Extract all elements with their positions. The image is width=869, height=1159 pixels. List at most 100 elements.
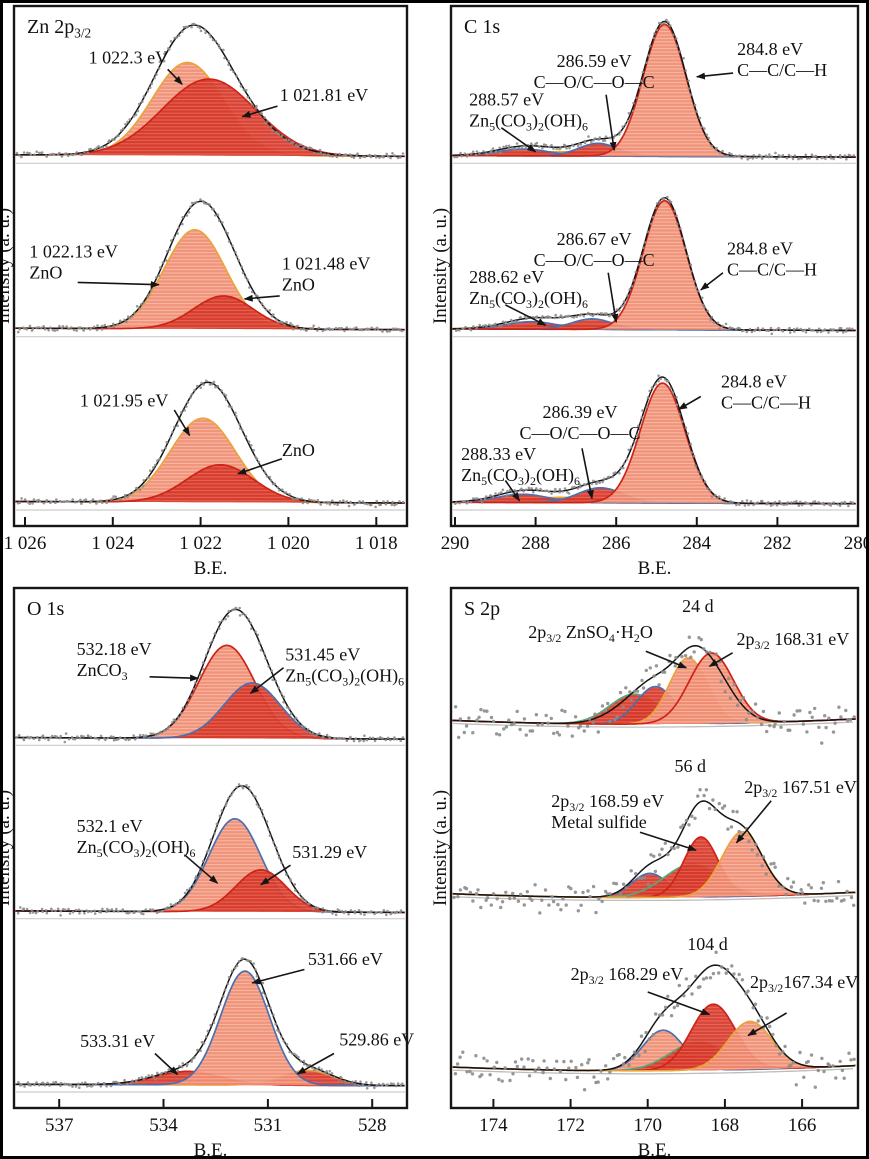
panel-s2p: 24 d 2p3/2 ZnSO4·H2O 2p3/2 168.31 eV 56 d 2p… — [430, 586, 860, 1159]
annotation-text: Zn5(CO3)2(OH)6 — [285, 665, 404, 688]
x-tick-label: 286 — [602, 533, 631, 554]
x-tick-label: 531 — [254, 1115, 283, 1136]
fit-component-fill-yellow — [15, 418, 406, 503]
annotation-text: C—C/C—H — [727, 260, 817, 280]
panel-border — [449, 4, 860, 528]
annotation-text: 104 d — [687, 934, 728, 954]
annotation-text: 532.18 eV — [77, 639, 152, 659]
fit-component-fill-red — [15, 79, 406, 157]
annotation-text: 2p3/2167.34 eV — [750, 972, 858, 995]
annotation-arrow — [678, 395, 702, 410]
x-tick-label: 528 — [358, 1115, 387, 1136]
fit-component-fill-green — [452, 1041, 857, 1071]
annotation-arrow — [500, 127, 537, 153]
annotation-arrow — [639, 831, 697, 852]
annotation-text: 2p3/2 168.31 eV — [737, 629, 850, 652]
spectrum-zn2p-1: 1 022.3 eV 1 021.81 eV — [15, 22, 406, 164]
x-tick-label: 284 — [683, 533, 712, 554]
annotation-text: ZnCO3 — [77, 660, 128, 683]
annotation-arrow — [237, 458, 283, 475]
annotation-text: 288.62 eV — [469, 267, 544, 287]
annotation-arrow — [700, 272, 724, 291]
annotation-arrow — [77, 280, 160, 288]
x-tick-label: 280 — [844, 533, 869, 554]
annotation-text: 284.8 eV — [737, 39, 803, 59]
envelope-line — [16, 958, 404, 1087]
annotation-text: 1 022.13 eV — [29, 242, 118, 262]
annotation-text: ZnO — [29, 263, 62, 283]
annotation-text: 284.8 eV — [727, 239, 793, 259]
y-axis-label: Intensity (a. u.) — [0, 208, 14, 324]
y-axis-label: Intensity (a. u.) — [430, 208, 451, 324]
data-points — [16, 379, 405, 509]
data-points — [453, 18, 855, 161]
annotation-text: ZnO — [282, 275, 315, 295]
spectrum-o1s-3: 531.66 eV 533.31 eV 529.86 eV — [15, 949, 414, 1093]
panel-border — [12, 4, 409, 528]
annotation-arrow — [173, 409, 191, 437]
annotation-text: 533.31 eV — [80, 1031, 155, 1051]
panel-border — [449, 586, 860, 1110]
annotation-text: 2p3/2 ZnSO4·H2O — [528, 622, 653, 645]
fit-component-fill-green — [452, 864, 857, 898]
annotation-text: 284.8 eV — [721, 372, 787, 392]
annotation-text: Zn5(CO3)2(OH)6 — [461, 465, 580, 488]
data-points — [16, 783, 403, 917]
data-points — [15, 22, 405, 160]
spectrum-s2p-1: 24 d 2p3/2 ZnSO4·H2O 2p3/2 168.31 eV — [451, 596, 857, 745]
annotation-text: Zn5(CO3)2(OH)6 — [469, 288, 588, 311]
annotation-text: 2p3/2 167.51 eV — [744, 777, 857, 800]
envelope-line — [452, 964, 856, 1072]
envelope-line — [16, 381, 404, 504]
annotation-arrow — [260, 864, 291, 886]
x-tick-label: 290 — [441, 533, 470, 554]
annotation-text: 532.1 eV — [77, 816, 143, 836]
annotations: 284.8 eVC—C/C—H 286.39 eVC—O/C—O—C288.33 … — [461, 372, 811, 502]
annotations: 24 d 2p3/2 ZnSO4·H2O 2p3/2 168.31 eV — [528, 596, 850, 669]
panel-title: C 1s — [464, 16, 500, 38]
fit-component-fill-red — [15, 464, 406, 503]
annotations: 1 021.95 eV ZnO — [80, 390, 315, 475]
annotation-arrow — [645, 650, 688, 669]
annotation-text: 56 d — [674, 756, 706, 776]
annotation-arrow — [735, 800, 772, 844]
x-tick-label: 1 026 — [4, 533, 47, 554]
fit-component-fill-blue — [15, 683, 406, 740]
annotation-text: Zn5(CO3)2(OH)6 — [77, 837, 196, 860]
annotation-arrow — [149, 674, 200, 682]
annotation-arrow — [696, 72, 734, 80]
x-tick-label: 166 — [788, 1115, 817, 1136]
annotation-text: 1 021.81 eV — [280, 85, 369, 105]
annotation-text: 1 022.3 eV — [89, 47, 169, 67]
annotation-text: C—C/C—H — [737, 60, 827, 80]
annotation-arrow — [243, 294, 280, 302]
annotation-text: 529.86 eV — [339, 1030, 414, 1050]
annotations: 1 022.3 eV 1 021.81 eV — [89, 47, 369, 118]
x-tick-label: 1 020 — [267, 533, 310, 554]
x-tick-label: 534 — [149, 1115, 178, 1136]
annotation-text: C—C/C—H — [721, 393, 811, 413]
annotation-arrow — [504, 480, 521, 502]
x-tick-label: 174 — [479, 1115, 508, 1136]
fit-component-fill-blue — [452, 1030, 857, 1071]
fit-component-fill-red — [452, 24, 857, 158]
annotation-text: C—O/C—O—C — [534, 250, 655, 270]
envelope-line — [452, 800, 856, 898]
x-axis-label: B.E. — [638, 1140, 672, 1159]
annotation-arrow — [183, 854, 219, 884]
annotations: 531.66 eV 533.31 eV 529.86 eV — [80, 949, 414, 1076]
x-tick-label: 288 — [521, 533, 550, 554]
x-axis-label: B.E. — [194, 1140, 228, 1159]
annotation-arrow — [154, 1052, 179, 1076]
fit-component-fill-red — [452, 383, 857, 504]
fit-component-fill-blue — [15, 818, 406, 913]
